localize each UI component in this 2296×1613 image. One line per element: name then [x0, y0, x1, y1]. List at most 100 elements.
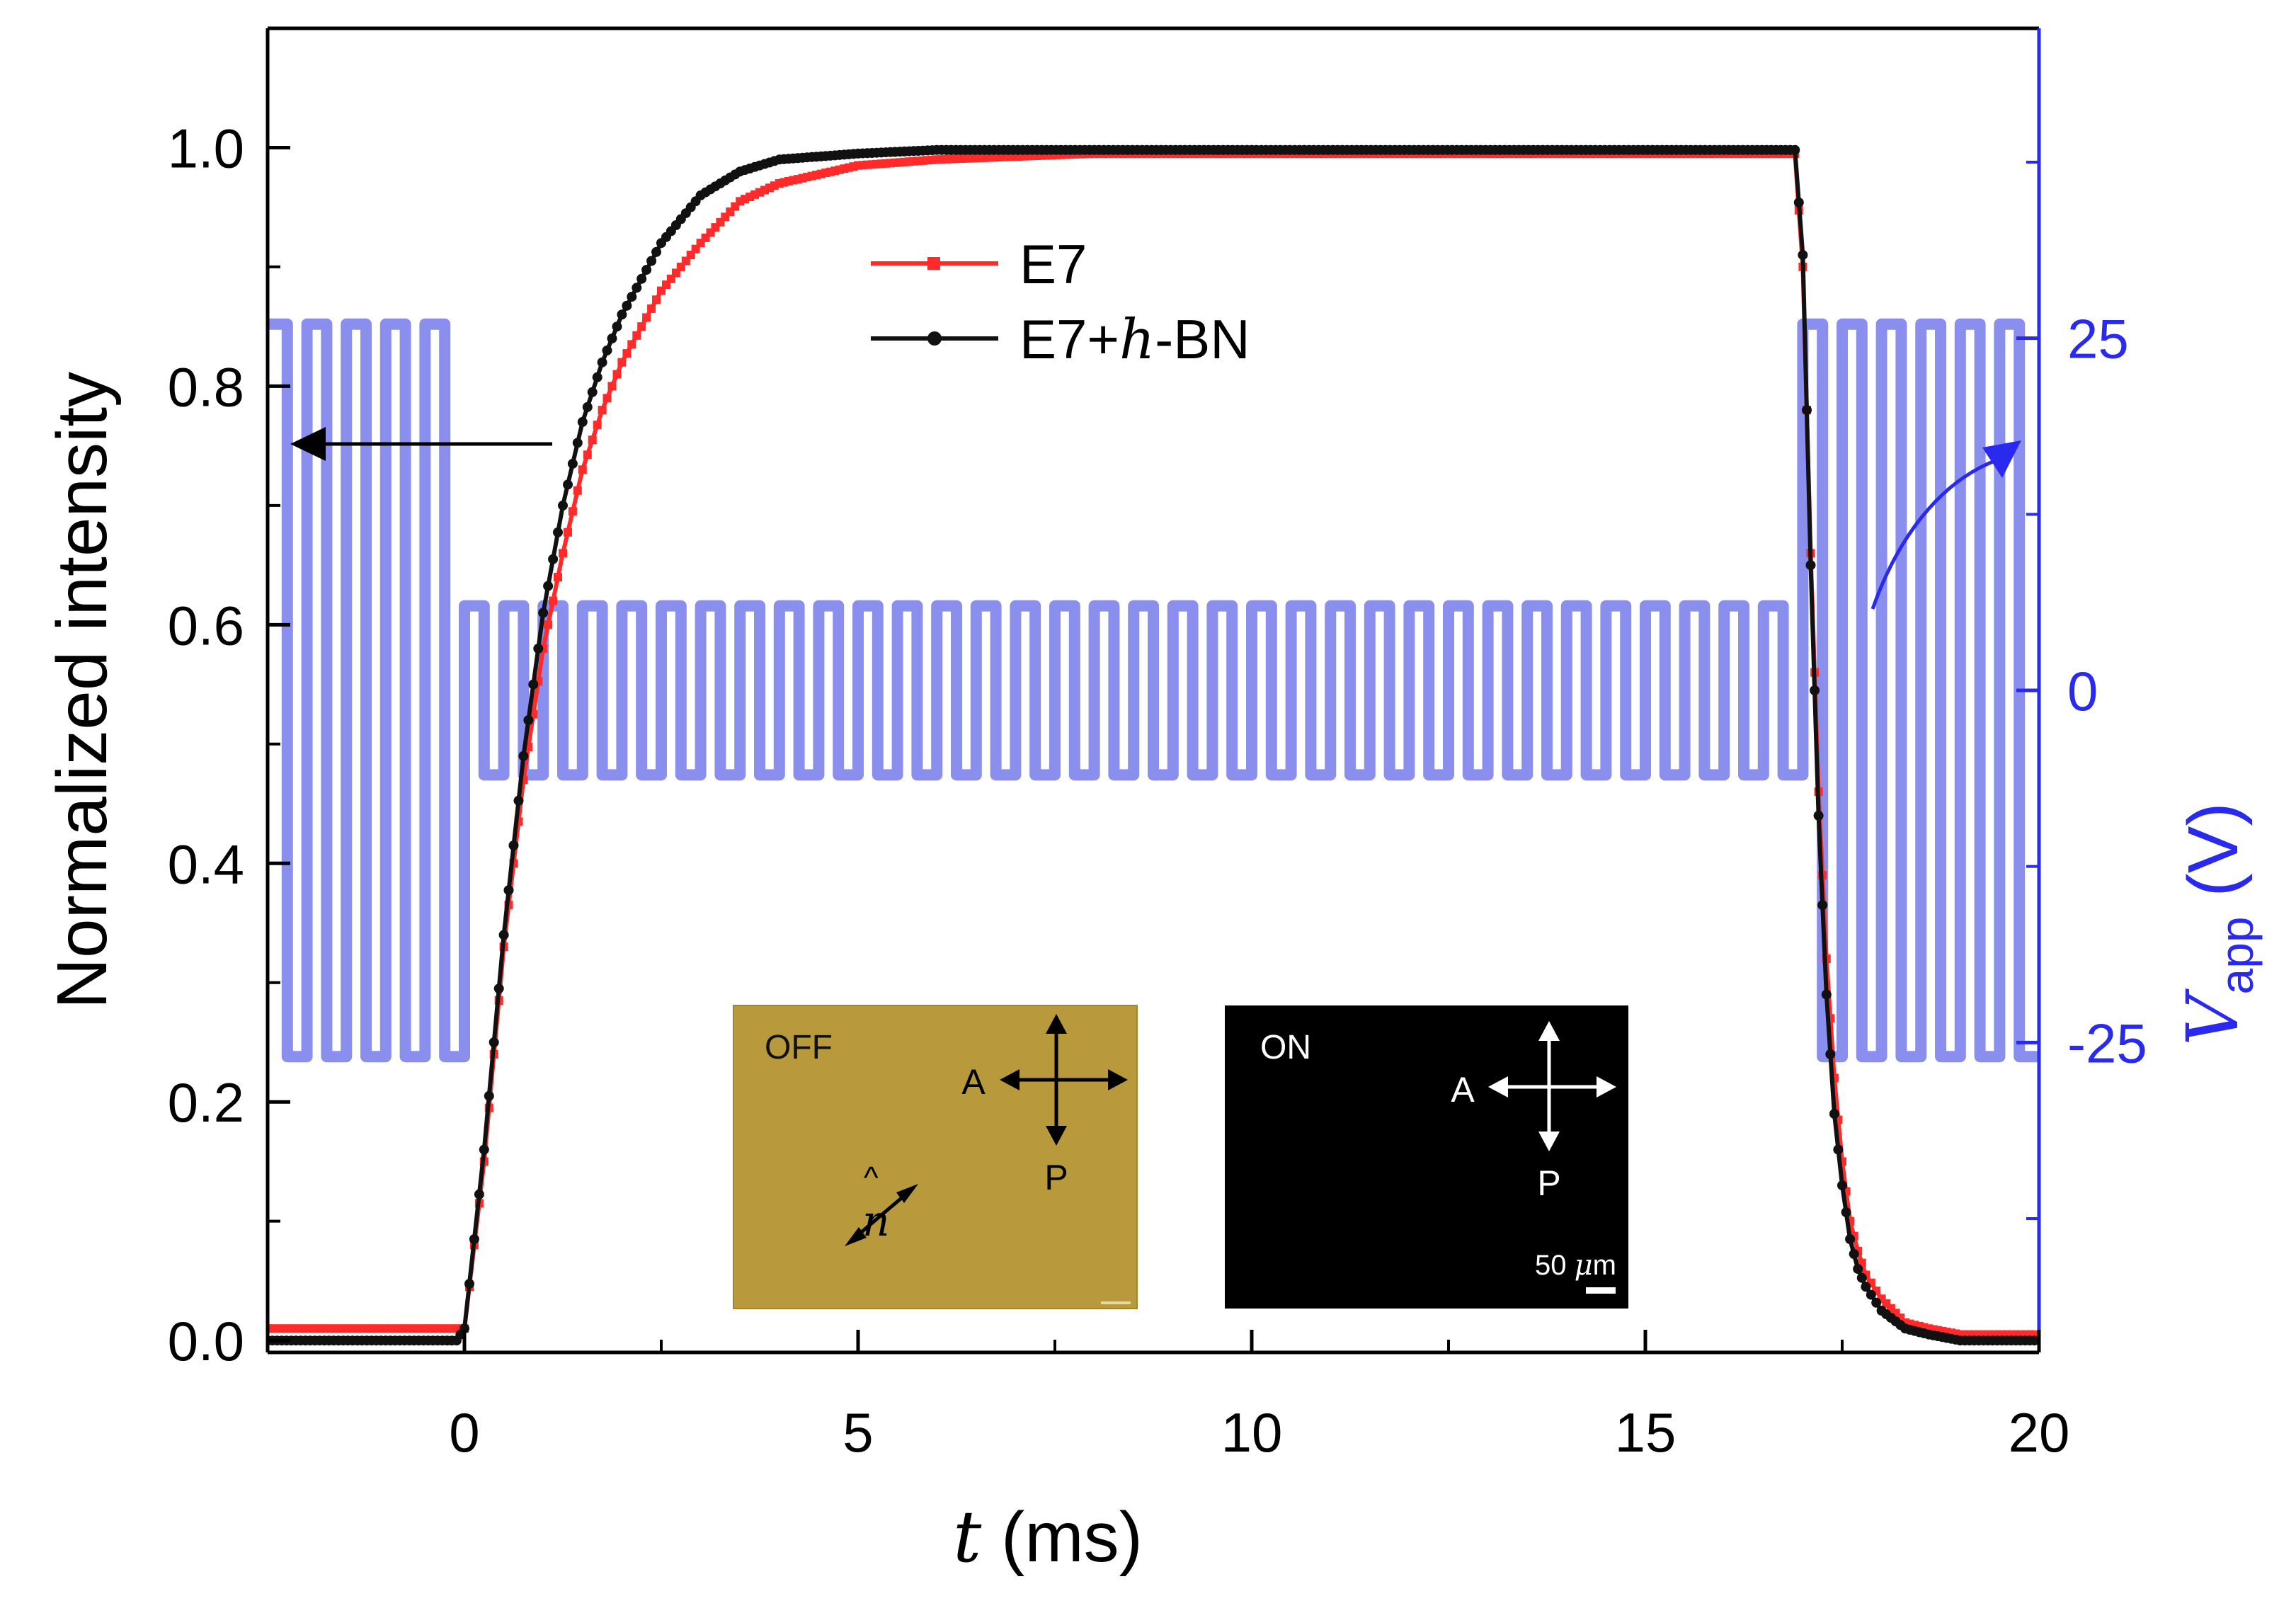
- data-point: [572, 438, 583, 448]
- data-point: [582, 401, 593, 412]
- on-analyzer-label: A: [1451, 1070, 1475, 1110]
- data-point: [1829, 1109, 1839, 1119]
- data-point: [627, 340, 636, 349]
- on-crossed-polarizers: [1494, 1027, 1611, 1146]
- data-point: [622, 349, 632, 358]
- data-point: [474, 1189, 484, 1199]
- data-point: [592, 372, 602, 382]
- data-point: [1798, 250, 1808, 261]
- data-point: [459, 1323, 469, 1334]
- right-axis-arrow: [1871, 440, 2021, 610]
- y2-axis-ticks: 25 0 -25: [2016, 160, 2147, 1221]
- data-point: [498, 930, 509, 940]
- data-point: [652, 295, 661, 304]
- data-point: [612, 370, 622, 379]
- data-point: [602, 394, 612, 403]
- data-point: [567, 458, 578, 469]
- data-point: [588, 435, 597, 445]
- off-polarizer-label: P: [1044, 1158, 1068, 1197]
- data-point: [513, 795, 524, 806]
- legend: E7 E7+h-BN: [871, 233, 1250, 372]
- x-axis-ticks: 0 5 10 15 20: [266, 1330, 2070, 1464]
- data-point: [1805, 560, 1816, 571]
- legend-entry-e7: E7: [871, 233, 1087, 295]
- data-point: [1790, 144, 1800, 155]
- data-point: [1866, 1289, 1876, 1300]
- data-point: [637, 322, 646, 331]
- data-point: [568, 507, 577, 516]
- data-point: [617, 309, 627, 320]
- data-point: [1810, 685, 1820, 695]
- off-crossed-polarizers: [1005, 1020, 1122, 1140]
- x-axis-label: t (ms): [953, 1495, 1143, 1578]
- data-point: [622, 300, 632, 311]
- data-point: [1845, 1234, 1856, 1244]
- data-point: [503, 885, 514, 896]
- axes-frame: [265, 26, 2041, 1355]
- data-point: [563, 479, 573, 490]
- series-e7-h-bn: [268, 144, 2039, 1346]
- data-point: [533, 644, 544, 654]
- scale-bar-label: 50 μm: [1535, 1249, 1616, 1282]
- data-point: [538, 608, 549, 618]
- data-point: [543, 581, 554, 591]
- data-point: [642, 313, 651, 322]
- on-label: ON: [1260, 1029, 1311, 1066]
- data-point: [573, 486, 582, 495]
- legend-label-e7-hbn: E7+h-BN: [1020, 308, 1250, 372]
- x-tick-label: 0: [449, 1401, 479, 1464]
- data-point: [528, 679, 539, 690]
- data-point: [564, 528, 572, 537]
- y-tick-label: 0.0: [168, 1310, 244, 1372]
- scale-bar: [1586, 1287, 1616, 1294]
- y-tick-label: 0.4: [168, 833, 244, 895]
- left-axis-arrow: [290, 427, 552, 461]
- data-point: [1793, 198, 1804, 207]
- data-point: [641, 265, 652, 275]
- x-tick-label: 10: [1221, 1401, 1283, 1464]
- data-point: [632, 331, 641, 340]
- x-axis-label-italic: t: [953, 1495, 982, 1578]
- x-tick-label: 5: [843, 1401, 873, 1464]
- on-state-inset: ON A P 50 μm: [1225, 1005, 1628, 1309]
- data-point: [583, 450, 592, 460]
- data-point: [627, 292, 637, 302]
- data-point: [1802, 405, 1812, 416]
- y2-axis-label-main: V: [2171, 988, 2254, 1046]
- data-point: [553, 527, 563, 537]
- data-point: [1841, 1207, 1851, 1217]
- data-point: [647, 304, 656, 313]
- legend-label-e7: E7: [1020, 233, 1087, 295]
- data-point: [484, 1090, 494, 1101]
- data-point: [587, 387, 598, 397]
- y-axis-ticks: 0.0 0.2 0.4 0.6 0.8 1.0: [168, 27, 290, 1372]
- y-tick-label: 0.6: [168, 594, 244, 656]
- data-point: [544, 620, 553, 629]
- data-point: [548, 554, 559, 564]
- data-point: [558, 500, 568, 511]
- data-point: [554, 573, 562, 581]
- data-point: [578, 465, 587, 474]
- y2-axis-label-sub: app: [2210, 916, 2263, 994]
- data-point: [523, 715, 534, 726]
- on-polarizer-label: P: [1537, 1163, 1560, 1203]
- x-tick-label: 15: [1615, 1401, 1677, 1464]
- data-point: [508, 840, 519, 850]
- data-point: [598, 406, 607, 415]
- data-point: [636, 273, 647, 284]
- data-point: [2029, 1335, 2039, 1346]
- data-point: [1833, 1144, 1844, 1155]
- voltage-trace-layer: [268, 318, 2039, 1063]
- data-point: [489, 1037, 499, 1047]
- data-point: [1813, 810, 1824, 821]
- off-state-inset: OFF A P n ^: [733, 1005, 1138, 1309]
- data-point: [469, 1234, 479, 1244]
- data-point: [1825, 1049, 1836, 1059]
- y2-axis-label-rest: (V): [2174, 802, 2253, 916]
- data-point: [597, 357, 607, 367]
- y2-axis-label: Vapp (V): [2171, 802, 2263, 1045]
- data-point: [593, 421, 602, 430]
- data-point: [493, 984, 504, 994]
- x-tick-label: 20: [2009, 1401, 2070, 1464]
- on-inset-image: [1225, 1005, 1628, 1309]
